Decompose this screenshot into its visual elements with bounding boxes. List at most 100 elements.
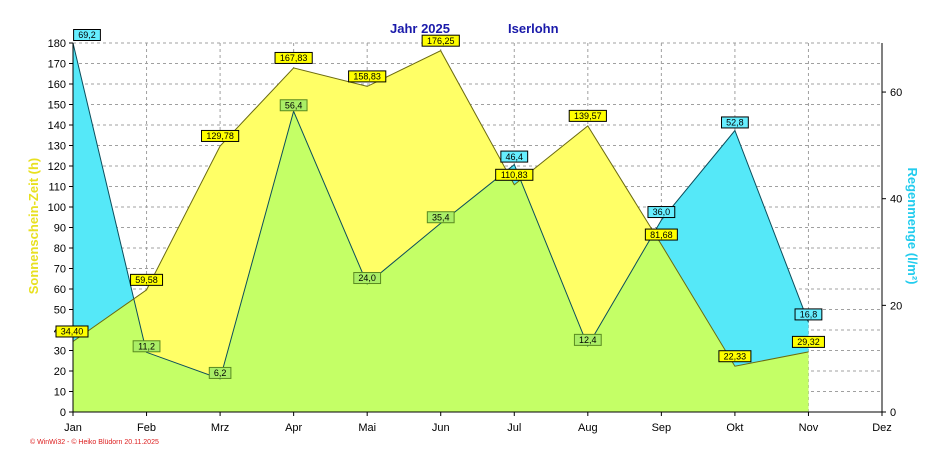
x-tick-label: Aug [578,422,598,434]
chart-title-year: Jahr 2025 [390,21,450,36]
sunshine-data-label: 158,83 [348,70,387,83]
rain-data-label: 69,2 [73,29,101,41]
x-tick-label: Apr [285,422,302,434]
y-left-tick-label: 60 [54,284,66,296]
rain-data-label: 56,4 [279,99,308,112]
sunshine-data-label-box [644,228,678,241]
y-left-tick-label: 180 [48,38,66,50]
y-left-tick-label: 110 [48,182,66,194]
rain-data-label-text: 52,8 [726,118,744,128]
rain-data-label-box [500,150,529,163]
sunshine-data-label-box [421,34,460,47]
rain-data-label: 36,0 [647,206,676,219]
sunshine-data-label-text: 29,32 [797,337,820,347]
y-left-tick-label: 150 [48,100,66,112]
rain-data-label-box [353,272,382,285]
y-left-tick-label: 170 [48,59,66,71]
x-tick-label: Jun [432,422,450,434]
rain-data-label-text: 35,4 [432,212,450,222]
y-left-tick-label: 160 [48,79,66,91]
y-axis-left-label: Sonnenschein-Zeit (h) [26,158,41,295]
sunshine-data-label: 22,33 [718,350,752,363]
sunshine-data-label: 176,25 [421,34,460,47]
rain-data-label-text: 36,0 [653,207,671,217]
sunshine-data-label-text: 139,57 [574,111,602,121]
sunshine-data-label-box [495,168,534,181]
rain-data-label: 52,8 [721,116,749,129]
x-tick-label: Jan [64,422,82,434]
rain-data-label-box [279,99,308,112]
sunshine-data-label: 167,83 [274,51,313,64]
x-tick-label: Nov [799,422,819,434]
y-left-tick-label: 100 [48,202,66,214]
sunshine-data-label: 129,78 [200,129,240,142]
sunshine-data-label-text: 129,78 [206,131,234,141]
sunshine-data-label-text: 176,25 [427,36,455,46]
rain-data-label-text: 16,8 [800,310,818,320]
sunshine-data-label: 139,57 [568,109,607,122]
sunshine-data-label-text: 110,83 [501,170,528,180]
rain-data-label-text: 11,2 [138,341,155,351]
sunshine-data-label: 34,40 [55,325,89,338]
sunshine-data-label-box [55,325,89,338]
x-tick-label: Sep [652,422,672,434]
sunshine-data-label: 29,32 [791,335,825,348]
rain-data-label-text: 69,2 [78,30,96,40]
sunshine-data-label-text: 59,58 [135,275,158,285]
y-left-tick-label: 0 [60,407,66,419]
sunshine-data-label-text: 167,83 [280,53,308,63]
sunshine-data-label: 59,58 [130,273,164,286]
rain-data-label-box [794,308,823,321]
y-left-tick-label: 120 [48,161,66,173]
y-left-tick-label: 90 [54,223,66,235]
rain-data-label-text: 56,4 [285,100,303,110]
y-right-tick-label: 0 [890,407,896,419]
sunshine-data-label-text: 34,40 [61,327,84,337]
y-left-tick-label: 80 [54,243,66,255]
sunshine-line [72,50,809,367]
plot-area: 0 10 20 30 40 50 60 70 80 90 100 110 120 130 140 150 160… [48,29,902,434]
y-left-tick-label: 10 [54,387,66,399]
y-left-tick-label: 30 [54,346,66,358]
x-tick-label: Jul [507,422,521,434]
y-left-tick-label: 20 [54,366,66,378]
sunshine-data-label-box [348,70,387,83]
sunshine-data-label-box [274,51,313,64]
x-tick-label: Okt [726,422,743,434]
rain-data-label-box [647,206,676,219]
rain-data-label: 16,8 [794,308,823,321]
sunshine-data-label-box [200,129,240,142]
rain-data-label: 12,4 [573,333,602,346]
sunshine-data-label: 110,83 [495,168,534,181]
sunshine-data-label-text: 81,68 [650,230,673,240]
rain-data-label-box [73,29,101,41]
x-tick-label: Mrz [211,422,229,434]
sunshine-data-label-text: 158,83 [353,72,381,82]
rain-data-label-box [721,116,749,129]
rain-data-label-box [208,366,232,379]
sunshine-data-label-box [791,335,825,348]
rain-data-label-box [426,211,455,224]
x-tick-label: Mai [358,422,376,434]
overlap-area [73,50,809,412]
sunshine-data-label-box [718,350,752,363]
sunshine-data-label: 81,68 [644,228,678,241]
y-left-tick-label: 50 [54,305,66,317]
chart-title-place: Iserlohn [508,21,559,36]
rain-data-label-box [132,340,161,353]
rain-data-label: 24,0 [353,272,382,285]
sunshine-data-label-text: 22,33 [724,351,747,361]
y-left-tick-label: 130 [48,141,66,153]
y-axis-right-label: Regenmenge (l/m²) [905,167,920,284]
rain-data-label: 11,2 [132,340,161,353]
y-right-tick-label: 20 [890,300,902,312]
y-right-tick-label: 60 [890,87,902,99]
x-tick-label: Feb [137,422,156,434]
rain-data-label-text: 12,4 [579,335,597,345]
sunshine-data-label-box [130,273,164,286]
rain-data-label-text: 6,2 [214,368,227,378]
rain-data-label: 35,4 [426,211,455,224]
y-left-tick-label: 140 [48,120,66,132]
footer-credit: © WinWi32 - © Heiko Blüdorn 20.11.2025 [30,438,159,446]
